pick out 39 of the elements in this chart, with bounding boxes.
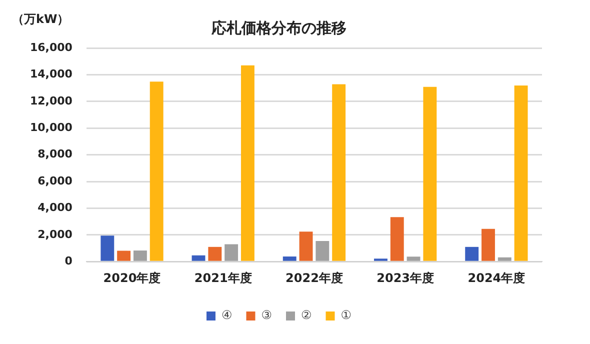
bar [133,250,147,261]
legend-label: ① [340,308,352,322]
bar [150,82,164,261]
bar [465,246,479,261]
x-tick-label: 2023年度 [376,270,434,285]
bar [117,250,131,261]
bar [224,244,238,261]
bar [282,256,296,261]
y-tick-label: 12,000 [30,94,73,108]
bar [482,228,495,261]
bar [332,84,346,261]
chart-title: 応札価格分布の推移 [210,18,346,37]
y-axis-title: （万kW） [12,12,70,26]
bar [208,246,222,261]
x-tick-label: 2024年度 [468,270,526,285]
y-tick-label: 16,000 [30,40,73,54]
x-tick-label: 2020年度 [103,270,161,285]
bar [192,255,206,261]
y-tick-label: 4,000 [38,201,73,214]
bar [423,86,437,261]
legend-label: ② [301,308,312,322]
legend-label: ④ [221,308,232,322]
bar [406,256,420,261]
y-tick-label: 10,000 [30,120,73,134]
x-tick-label: 2021年度 [194,270,252,285]
bar [390,217,404,261]
y-tick-label: 6,000 [38,174,73,188]
bar [299,232,313,261]
y-tick-label: 0 [64,254,73,268]
x-tick-label: 2022年度 [286,270,343,285]
bar [316,241,330,261]
y-tick-label: 14,000 [30,68,73,81]
bar [514,86,528,261]
bar [240,65,254,261]
bar [100,236,114,261]
y-tick-label: 8,000 [38,148,73,161]
legend-label: ③ [261,308,272,322]
bar [498,257,512,261]
y-tick-label: 2,000 [38,228,73,241]
